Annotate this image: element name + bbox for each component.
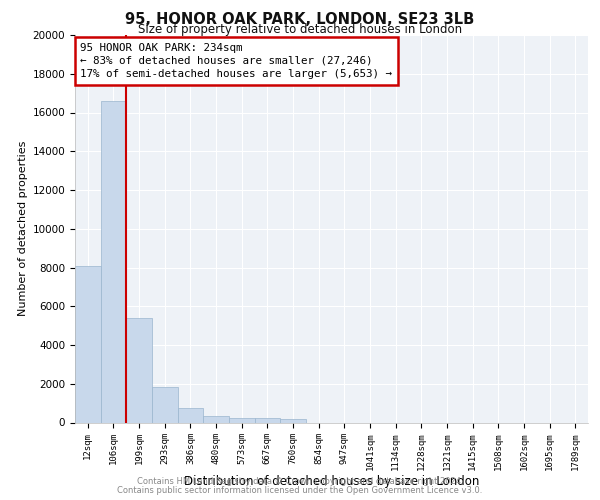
Text: Size of property relative to detached houses in London: Size of property relative to detached ho… (138, 24, 462, 36)
Bar (280, 418, 306, 422)
Bar (127, 318, 152, 422)
Bar (229, 418, 254, 422)
Bar (203, 416, 229, 422)
Text: Contains public sector information licensed under the Open Government Licence v3: Contains public sector information licen… (118, 486, 482, 495)
Bar (101, 101, 127, 422)
Text: 95, HONOR OAK PARK, LONDON, SE23 3LB: 95, HONOR OAK PARK, LONDON, SE23 3LB (125, 12, 475, 28)
Y-axis label: Number of detached properties: Number of detached properties (19, 141, 28, 316)
Bar (178, 408, 203, 422)
Text: Contains HM Land Registry data © Crown copyright and database right 2024.: Contains HM Land Registry data © Crown c… (137, 478, 463, 486)
Bar (75, 266, 101, 422)
Text: 95 HONOR OAK PARK: 234sqm
← 83% of detached houses are smaller (27,246)
17% of s: 95 HONOR OAK PARK: 234sqm ← 83% of detac… (80, 43, 392, 79)
Bar (152, 386, 178, 422)
X-axis label: Distribution of detached houses by size in London: Distribution of detached houses by size … (184, 476, 479, 488)
Bar (254, 418, 280, 422)
